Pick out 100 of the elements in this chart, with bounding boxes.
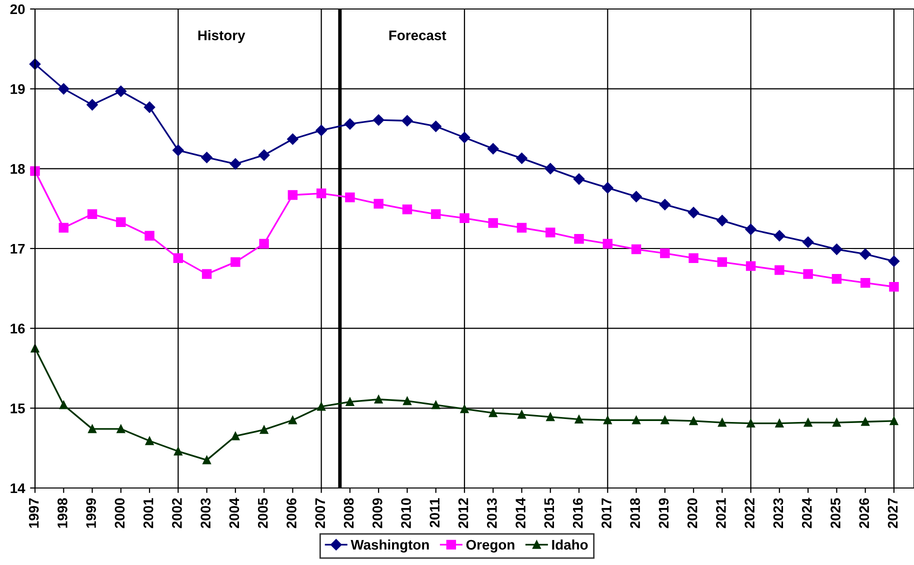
point <box>516 152 528 164</box>
y-tick-label: 20 <box>10 4 25 14</box>
point <box>602 238 612 249</box>
annotation: Forecast <box>389 30 446 40</box>
point <box>458 132 470 144</box>
point <box>860 278 870 288</box>
y-tick-label: 15 <box>10 404 25 414</box>
point <box>603 416 612 424</box>
point <box>116 217 126 228</box>
point <box>832 274 842 284</box>
point <box>201 152 212 164</box>
point <box>804 418 812 427</box>
point <box>346 398 354 406</box>
point <box>230 158 242 170</box>
legend-label: Idaho <box>552 539 588 550</box>
x-tick-label: 2008 <box>344 498 354 528</box>
x-tick-label: 2027 <box>888 498 898 528</box>
point <box>573 173 585 185</box>
point <box>460 404 469 414</box>
point <box>860 248 871 260</box>
x-tick-label: 2004 <box>229 498 240 528</box>
point <box>174 447 182 456</box>
point <box>660 416 670 424</box>
point <box>888 256 900 267</box>
point <box>87 209 98 220</box>
x-tick-label: 2024 <box>802 498 812 528</box>
x-tick-label: 2010 <box>401 498 411 528</box>
point <box>374 198 384 209</box>
point <box>172 144 184 156</box>
point <box>432 400 440 410</box>
point <box>632 416 640 424</box>
x-tick-label: 2020 <box>687 498 698 528</box>
annotation: History <box>198 30 246 44</box>
x-tick-label: 2012 <box>458 498 468 528</box>
point <box>660 248 670 258</box>
point <box>602 182 614 194</box>
point <box>746 261 756 271</box>
x-tick-label: 2017 <box>602 498 612 528</box>
point <box>259 238 269 249</box>
point <box>345 192 355 202</box>
point <box>631 244 642 254</box>
point <box>144 230 154 241</box>
point <box>488 218 498 228</box>
x-tick-label: 2018 <box>630 498 640 528</box>
x-tick-label: 2002 <box>172 498 182 528</box>
point <box>518 410 526 419</box>
point <box>802 236 814 248</box>
point <box>116 424 126 434</box>
point <box>831 244 842 255</box>
x-tick-label: 2022 <box>744 498 755 528</box>
x-tick-label: 2013 <box>487 498 497 528</box>
point <box>516 222 527 233</box>
x-tick-label: 2025 <box>830 498 840 528</box>
point <box>372 114 384 126</box>
point <box>59 400 68 410</box>
point <box>144 102 156 113</box>
point <box>546 228 556 238</box>
point <box>488 143 499 154</box>
point <box>718 418 726 427</box>
x-tick-label: 2019 <box>658 498 669 528</box>
point <box>861 418 870 426</box>
point <box>402 204 412 214</box>
point <box>659 198 671 210</box>
point <box>288 190 298 200</box>
point <box>374 395 383 404</box>
x-tick-label: 2006 <box>286 498 296 528</box>
point <box>832 418 841 427</box>
point <box>316 124 327 136</box>
point <box>88 424 96 434</box>
point <box>202 269 212 279</box>
y-tick-label: 17 <box>10 244 25 254</box>
point <box>688 253 698 263</box>
point <box>574 415 584 424</box>
x-tick-label: 2000 <box>114 498 125 528</box>
x-tick-label: 2021 <box>716 498 726 528</box>
point <box>775 419 784 428</box>
point <box>890 416 898 426</box>
y-tick-label: 19 <box>10 84 25 94</box>
point <box>115 86 126 97</box>
x-tick-label: 2003 <box>200 498 211 528</box>
point <box>688 206 700 218</box>
point <box>317 402 326 411</box>
point <box>231 432 240 440</box>
x-tick-label: 2016 <box>572 498 583 528</box>
y-tick-label: 14 <box>10 483 26 494</box>
point <box>344 118 356 130</box>
point <box>889 282 899 292</box>
point <box>716 214 728 226</box>
y-tick-label: 18 <box>10 164 25 174</box>
x-tick-label: 2023 <box>773 498 784 528</box>
point <box>86 99 98 110</box>
point <box>430 120 442 132</box>
point <box>460 213 470 224</box>
point <box>630 191 642 202</box>
point <box>403 396 412 406</box>
x-tick-label: 2014 <box>516 498 526 528</box>
point <box>58 222 68 233</box>
point <box>544 163 556 174</box>
x-tick-label: 2009 <box>372 498 382 528</box>
point <box>202 456 211 464</box>
